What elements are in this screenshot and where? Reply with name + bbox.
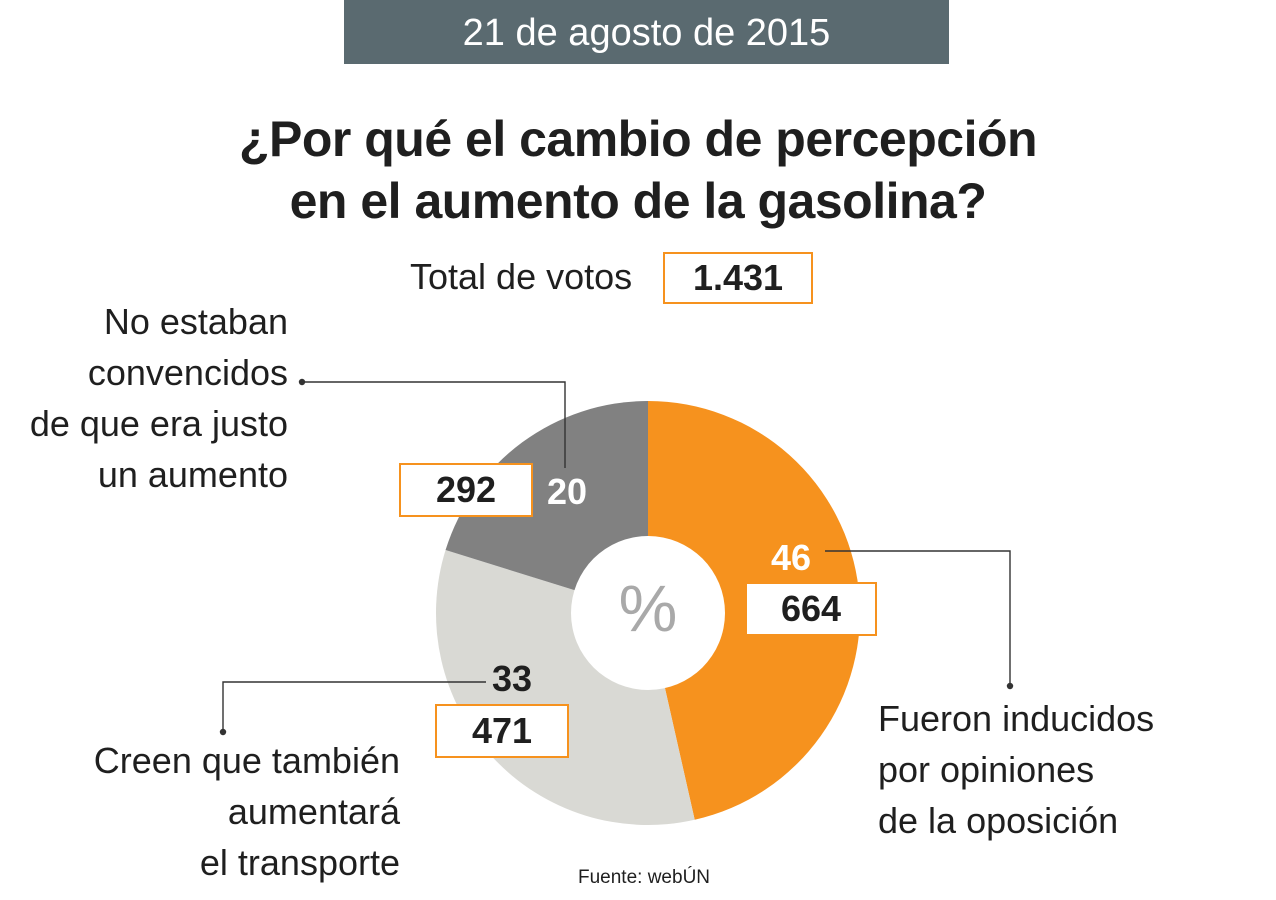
donut-hole [571, 536, 725, 690]
slice-label-line: No estaban [103, 301, 288, 342]
slice-label-line: aumentará [227, 791, 400, 832]
percent-label-induced: 46 [771, 537, 812, 578]
leader-line-gray [302, 381, 566, 468]
center-percent-symbol: % [618, 571, 678, 645]
percent-label-not-convinced: 20 [547, 471, 588, 512]
leader-dot-orange [1006, 682, 1014, 690]
leader-line-light [222, 681, 486, 732]
leader-lines [222, 381, 1011, 732]
chart-title-line-1: ¿Por qué el cambio de percepción [238, 111, 1038, 167]
slice-label-induced: Fueron inducidos por opiniones de la opo… [878, 693, 1154, 846]
chart-title: ¿Por qué el cambio de percepción en el a… [0, 108, 1276, 232]
total-votes-value: 1.431 [663, 252, 813, 304]
slice-label-transport: Creen que también aumentará el transport… [94, 735, 400, 888]
slice-label-line: Creen que también [93, 740, 400, 781]
percent-label-transport: 33 [492, 658, 533, 699]
slice-label-line: convencidos [87, 352, 288, 393]
slice-label-line: un aumento [97, 454, 288, 495]
count-box-induced: 664 [745, 582, 877, 636]
date-banner: 21 de agosto de 2015 [344, 0, 949, 64]
slice-label-line: Fueron inducidos [878, 698, 1155, 739]
slice-label-line: de que era justo [29, 403, 288, 444]
leader-dot-light [219, 728, 227, 736]
slice-label-line: el transporte [199, 842, 400, 883]
source-note: Fuente: webÚN [578, 867, 711, 888]
slice-label-line: de la oposición [878, 800, 1119, 841]
leader-dots [219, 378, 1014, 736]
leader-line-orange [825, 550, 1011, 686]
chart-title-line-2: en el aumento de la gasolina? [289, 173, 987, 229]
count-box-transport: 471 [435, 704, 569, 758]
total-votes-label: Total de votos [410, 256, 633, 297]
count-box-not-convinced: 292 [399, 463, 533, 517]
slice-label-not-convinced: No estaban convencidos de que era justo … [30, 296, 288, 500]
slice-label-line: por opiniones [878, 749, 1095, 790]
leader-dot-gray [298, 378, 306, 386]
